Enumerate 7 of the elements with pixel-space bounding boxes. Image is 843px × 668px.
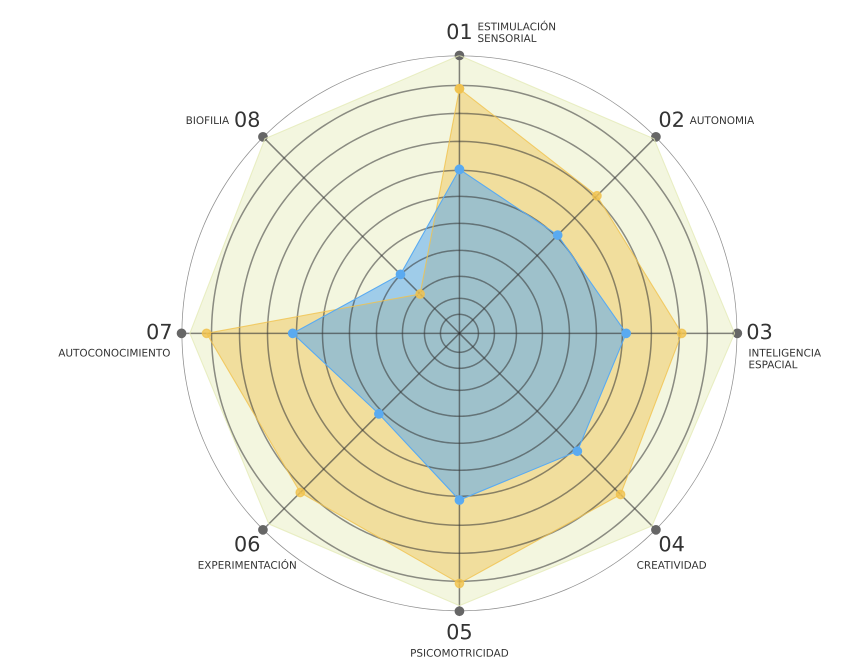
spoke-label: BIOFILIA 08 (186, 111, 260, 128)
spoke-label: 02 AUTONOMIA (660, 111, 754, 128)
spoke-label: 06 EXPERIMENTACIÓN (198, 536, 296, 569)
spoke-label: 03 INTELIGENCIA ESPACIAL (748, 324, 821, 368)
spoke-label: 04 CREATIVIDAD (637, 536, 706, 569)
spoke-label: 05 PSICOMOTRICIDAD (411, 624, 508, 657)
spoke-label: 07 AUTOCONOCIMIENTO (58, 324, 171, 357)
